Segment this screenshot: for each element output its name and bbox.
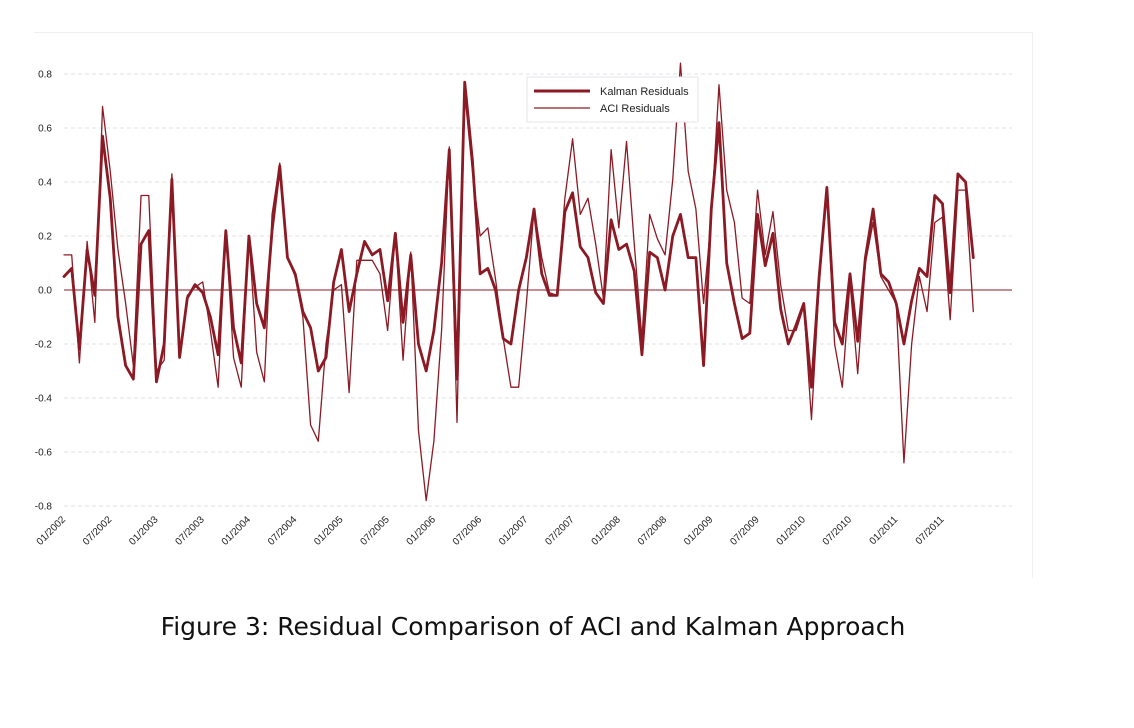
x-tick-label: 01/2003 bbox=[127, 514, 161, 548]
y-tick-label: 0.8 bbox=[38, 70, 52, 81]
x-tick-label: 01/2002 bbox=[35, 514, 69, 548]
y-tick-label: 0.0 bbox=[38, 286, 52, 297]
legend-label-kalman: Kalman Residuals bbox=[600, 86, 689, 98]
y-tick-label: -0.8 bbox=[35, 502, 53, 513]
x-tick-label: 07/2005 bbox=[358, 514, 392, 548]
x-tick-label: 07/2007 bbox=[543, 514, 577, 548]
x-tick-label: 07/2006 bbox=[451, 514, 485, 548]
series-line-kalman-residuals bbox=[62, 80, 975, 389]
figure-caption: Figure 3: Residual Comparison of ACI and… bbox=[160, 612, 906, 641]
x-tick-label: 07/2002 bbox=[81, 514, 115, 548]
x-tick-label: 01/2009 bbox=[682, 514, 716, 548]
x-tick-label: 01/2006 bbox=[405, 514, 439, 548]
x-tick-label: 07/2010 bbox=[821, 514, 855, 548]
x-tick-label: 01/2005 bbox=[312, 514, 346, 548]
legend-box bbox=[526, 76, 699, 123]
x-tick-label: 01/2011 bbox=[868, 514, 901, 547]
legend-label-aci: ACI Residuals bbox=[600, 103, 670, 115]
x-tick-label: 07/2008 bbox=[636, 514, 670, 548]
residual-chart: 0.80.60.40.20.0-0.2-0.4-0.6-0.8 01/2002 0… bbox=[35, 62, 1012, 548]
series-lines bbox=[62, 62, 975, 502]
y-tick-label: -0.2 bbox=[35, 340, 53, 351]
y-axis-ticks: 0.8 0.6 0.4 0.2 0.0 -0.2 -0.4 -0.6 -0.8 bbox=[35, 70, 53, 513]
y-tick-label: -0.4 bbox=[35, 394, 53, 405]
x-tick-label: 07/2003 bbox=[173, 514, 207, 548]
x-tick-label: 07/2009 bbox=[728, 514, 762, 548]
x-tick-label: 07/2011 bbox=[914, 514, 947, 547]
y-tick-label: 0.4 bbox=[38, 178, 52, 189]
chart-frame: 0.8 0.6 0.4 0.2 0.0 -0.2 -0.4 -0.6 -0.8 01/2002 0… bbox=[34, 32, 1033, 578]
x-tick-label: 01/2010 bbox=[775, 514, 809, 548]
y-tick-label: 0.2 bbox=[38, 232, 52, 243]
y-tick-label: 0.6 bbox=[38, 124, 52, 135]
y-tick-label: -0.6 bbox=[35, 448, 53, 459]
x-tick-label: 01/2007 bbox=[497, 514, 531, 548]
legend: Kalman Residuals ACI Residuals bbox=[526, 76, 699, 123]
series-line-aci-residuals bbox=[63, 62, 974, 502]
x-axis-ticks: 01/2002 07/2002 01/2003 07/2003 01/2004 07/20… bbox=[35, 514, 947, 548]
x-tick-label: 07/2004 bbox=[266, 514, 300, 548]
x-tick-label: 01/2004 bbox=[220, 514, 254, 548]
x-tick-label: 01/2008 bbox=[590, 514, 624, 548]
